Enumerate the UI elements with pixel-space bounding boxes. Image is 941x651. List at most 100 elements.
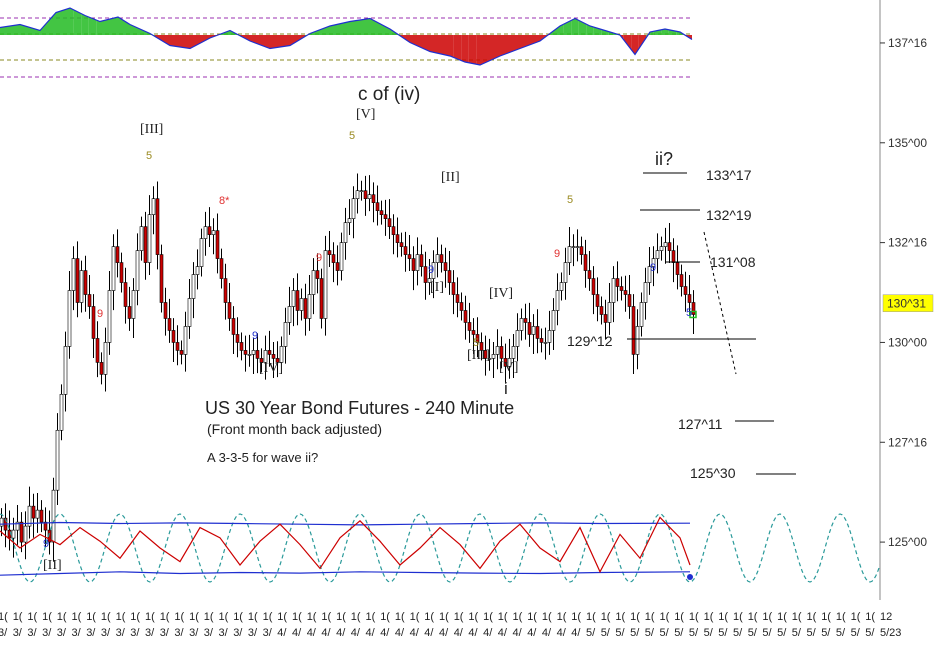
osc-fill-segment [96, 20, 100, 35]
candle-body [11, 529, 16, 539]
price-panel [0, 173, 697, 562]
x-tick-label-bottom: 3/ [42, 627, 52, 639]
current-price-label: 130^31 [887, 297, 926, 311]
osc-fill-segment [520, 35, 525, 49]
x-tick-label-top: 1( [233, 611, 243, 623]
x-tick-label-top: 1( [321, 611, 331, 623]
osc-fill-segment [175, 35, 180, 47]
cycle-red-line [0, 516, 691, 574]
x-tick-label-top: 1( [174, 611, 184, 623]
x-tick-label-bottom: 4/ [336, 627, 346, 639]
osc-fill-segment [638, 35, 643, 49]
osc-fill-segment [40, 26, 44, 35]
x-tick-label-bottom: 5/ [777, 627, 787, 639]
x-tick-label-bottom: 5/ [792, 627, 802, 639]
osc-fill-segment [130, 24, 135, 35]
candle-body [335, 262, 340, 271]
candle-body [43, 521, 48, 531]
osc-fill-segment [350, 20, 355, 35]
x-tick-label-bottom: 5/ [674, 627, 684, 639]
x-tick-label-top: 1( [263, 611, 273, 623]
candle-body [123, 282, 128, 307]
osc-fill-segment [530, 35, 535, 45]
osc-fill-segment [375, 21, 380, 35]
candle-body [263, 350, 268, 363]
wave-label-ii-question: ii? [655, 149, 673, 169]
level-label-129-12: 129^12 [567, 333, 613, 349]
candle-body [507, 358, 512, 367]
x-tick-label-top: 1( [145, 611, 155, 623]
candle-body [487, 358, 492, 360]
x-tick-label-top: 1( [395, 611, 405, 623]
x-tick-label-bottom: 3/ [189, 627, 199, 639]
osc-fill-segment [665, 29, 669, 35]
candle-body [659, 246, 664, 251]
osc-fill-segment [118, 17, 121, 35]
osc-fill-segment [0, 26, 5, 35]
candle-body [403, 246, 408, 255]
candle-body [27, 505, 32, 527]
candle-body [691, 302, 696, 315]
chart-note: A 3-3-5 for wave ii? [207, 450, 318, 465]
chart-subtitle: (Front month back adjusted) [207, 421, 382, 437]
candle-body [603, 314, 608, 323]
x-tick-label-bottom: 5/23 [880, 627, 901, 639]
candle-body [663, 242, 668, 247]
candle-body [23, 525, 28, 543]
candle-body [211, 230, 216, 235]
osc-fill-segment [370, 18, 375, 35]
level-label-125-30: 125^30 [690, 465, 736, 481]
x-tick-label-bottom: 3/ [174, 627, 184, 639]
osc-fill-segment [195, 35, 200, 46]
osc-fill-segment [340, 22, 345, 35]
x-tick-label-bottom: 4/ [571, 627, 581, 639]
x-tick-label-bottom: 4/ [292, 627, 302, 639]
candle-body [679, 274, 684, 287]
candle-body [131, 290, 136, 319]
osc-fill-segment [92, 18, 97, 35]
osc-fill-segment [575, 18, 579, 35]
candle-body [647, 266, 652, 283]
x-tick-label-bottom: 3/ [0, 627, 8, 639]
candle-body [271, 354, 276, 359]
candle-body [219, 258, 224, 279]
osc-fill-segment [505, 35, 510, 55]
candle-body [67, 290, 72, 347]
candle-body [411, 258, 416, 271]
x-tick-label-bottom: 4/ [542, 627, 552, 639]
candle-body [39, 509, 44, 523]
candle-body [179, 350, 184, 355]
x-tick-label-bottom: 3/ [27, 627, 37, 639]
candle-body [559, 282, 564, 291]
x-tick-label-top: 1( [527, 611, 537, 623]
osc-fill-segment [657, 29, 662, 35]
x-tick-label-top: 1( [116, 611, 126, 623]
x-tick-label-top: 1( [557, 611, 567, 623]
candle-body [631, 306, 636, 355]
x-tick-label-bottom: 4/ [513, 627, 523, 639]
candle-body [587, 270, 592, 279]
x-tick-label-top: 1( [645, 611, 655, 623]
osc-fill-segment [73, 9, 78, 35]
level-label-133-17: 133^17 [706, 167, 752, 183]
candle-body [543, 342, 548, 344]
osc-fill-segment [295, 35, 300, 43]
candle-body [395, 234, 400, 243]
x-tick-label-top: 1( [336, 611, 346, 623]
wave-label-iv-left: [IV] [259, 361, 283, 376]
candle-body [563, 262, 568, 283]
candle-body [339, 242, 344, 271]
osc-fill-segment [555, 26, 560, 35]
candle-body [387, 218, 392, 227]
osc-fill-segment [270, 35, 275, 49]
x-tick-label-bottom: 3/ [101, 627, 111, 639]
candle-body [319, 278, 324, 319]
candle-body [643, 282, 648, 303]
x-tick-label-bottom: 4/ [424, 627, 434, 639]
osc-fill-segment [461, 35, 465, 62]
wave-label-i: [I] [430, 280, 444, 295]
wave-label-v-low: [V] [499, 360, 518, 375]
osc-fill-segment [56, 11, 60, 35]
osc-fill-segment [476, 35, 480, 65]
candle-body [35, 509, 40, 519]
